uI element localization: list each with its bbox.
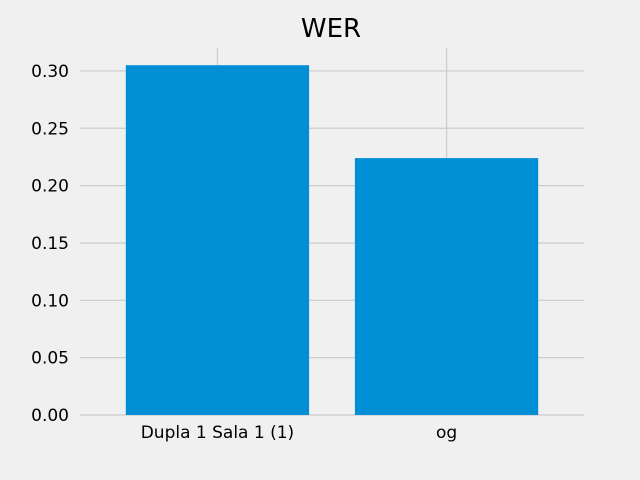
bar <box>125 65 310 415</box>
y-tick-label: 0.30 <box>31 62 69 82</box>
y-tick-label: 0.20 <box>31 177 69 197</box>
x-tick-label: Dupla 1 Sala 1 (1) <box>141 423 294 443</box>
x-tick-label: og <box>436 423 457 443</box>
y-tick-label: 0.05 <box>31 349 69 369</box>
y-axis-ticks: 0.00 0.05 0.10 0.15 0.20 0.25 0.30 <box>31 62 69 426</box>
y-tick-label: 0.25 <box>31 119 69 139</box>
bars <box>125 65 539 415</box>
y-tick-label: 0.10 <box>31 291 69 311</box>
chart-title: WER <box>301 14 361 44</box>
y-tick-label: 0.15 <box>31 234 69 254</box>
bar <box>354 158 539 415</box>
x-axis-ticks: Dupla 1 Sala 1 (1) og <box>141 423 457 443</box>
y-tick-label: 0.00 <box>31 406 69 426</box>
